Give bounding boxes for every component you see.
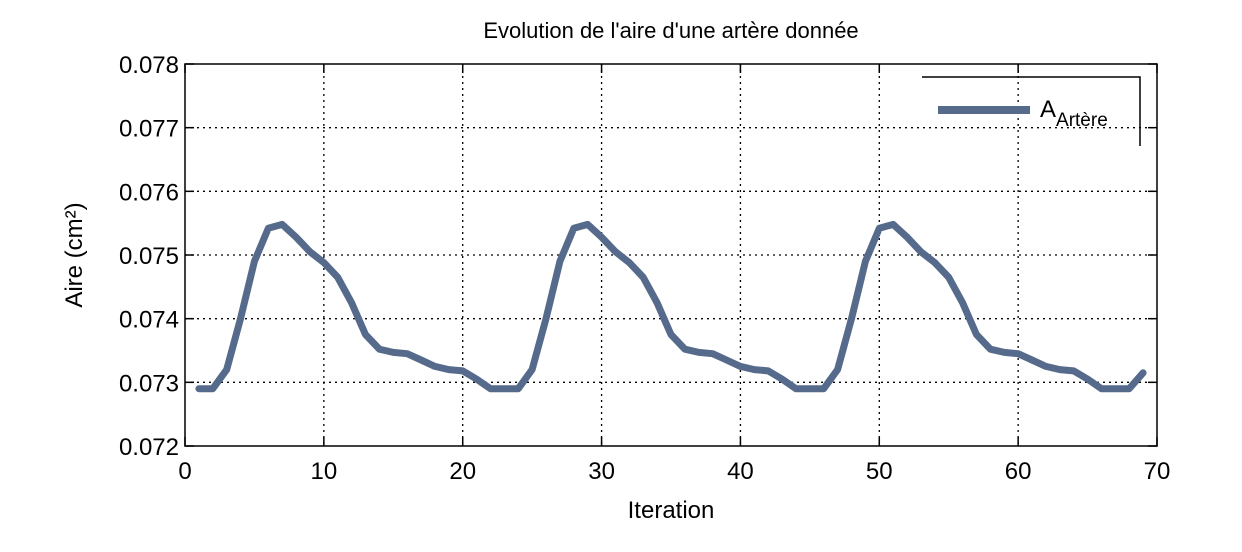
chart-title: Evolution de l'aire d'une artère donnée — [483, 18, 858, 43]
x-axis-title: Iteration — [628, 497, 715, 524]
x-tick-label: 10 — [311, 458, 338, 485]
y-axis-title: Aire (cm²) — [61, 202, 88, 307]
x-tick-label: 60 — [1005, 458, 1032, 485]
x-tick-label: 70 — [1144, 458, 1171, 485]
x-tick-label: 50 — [866, 458, 893, 485]
x-tick-label: 30 — [588, 458, 615, 485]
legend: AArtère — [922, 76, 1141, 146]
y-tick-label: 0.072 — [119, 434, 179, 461]
grid — [185, 64, 1157, 446]
legend-label: AArtère — [1040, 96, 1108, 131]
y-tick-label: 0.073 — [119, 370, 179, 397]
x-tick-label: 40 — [727, 458, 754, 485]
y-tick-label: 0.077 — [119, 116, 179, 143]
y-tick-label: 0.078 — [119, 52, 179, 79]
x-tick-label: 0 — [178, 458, 191, 485]
axis-ticks: 0 10 20 30 40 50 60 70 0.072 0.073 0.074 0.075 0.076… — [119, 52, 1170, 485]
y-tick-label: 0.075 — [119, 243, 179, 270]
y-tick-label: 0.074 — [119, 307, 179, 334]
legend-box — [922, 76, 1141, 146]
legend-label-main: A — [1040, 96, 1056, 123]
legend-label-sub: Artère — [1056, 110, 1108, 131]
series-layer — [195, 220, 1147, 393]
y-tick-label: 0.076 — [119, 179, 179, 206]
series-line — [195, 220, 1147, 393]
x-tick-label: 20 — [449, 458, 476, 485]
